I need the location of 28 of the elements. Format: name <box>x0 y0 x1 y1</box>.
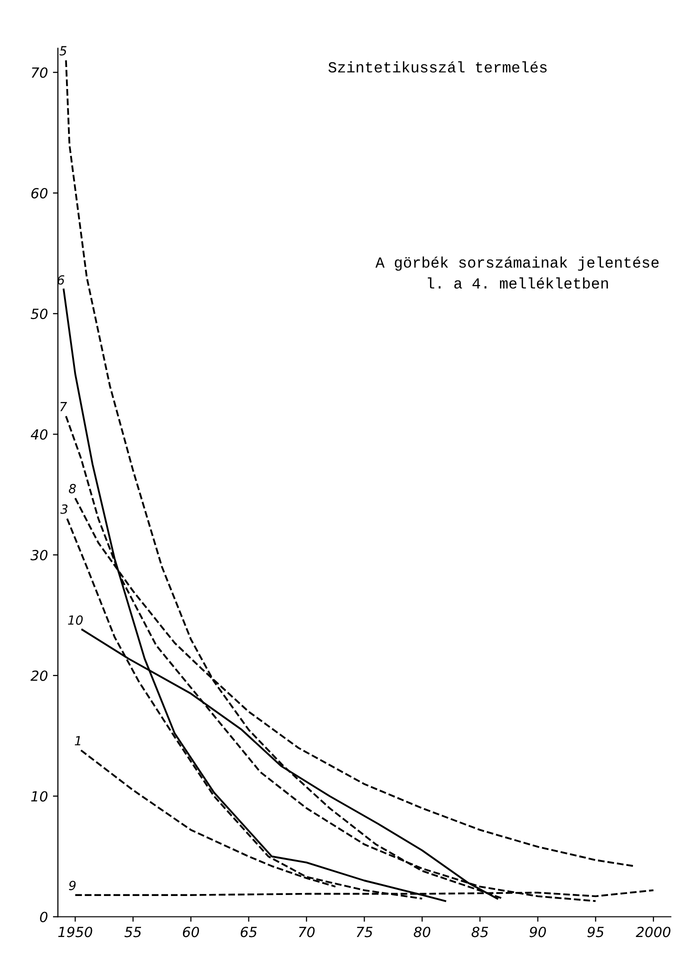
series-label: 7 <box>60 402 68 412</box>
x-tick-label: 85 <box>472 926 488 938</box>
series-label: 5 <box>59 46 66 56</box>
text: Szintetikusszál termelés <box>328 61 547 72</box>
y-tick-label: 50 <box>30 308 48 320</box>
x-tick-label: 75 <box>356 926 372 938</box>
y-tick-label: 40 <box>30 429 48 440</box>
series-label: 10 <box>68 615 83 625</box>
x-tick-label: 70 <box>298 926 315 938</box>
x-tick-label: 1950 <box>58 926 92 938</box>
x-tick-label: 95 <box>587 926 604 938</box>
x-tick-label: 90 <box>530 926 546 938</box>
x-tick-label: 65 <box>240 926 257 938</box>
y-tick-label: 20 <box>30 670 48 681</box>
series-label: 3 <box>60 504 68 514</box>
series-label: 9 <box>68 880 76 890</box>
x-tick-label: 55 <box>124 926 142 938</box>
x-tick-label: 80 <box>414 926 430 938</box>
y-tick-label: 10 <box>31 791 48 802</box>
y-tick-label: 30 <box>30 550 48 560</box>
x-tick-label: 2000 <box>636 926 670 938</box>
y-tick-label: 60 <box>31 188 48 198</box>
y-tick-label: 70 <box>32 67 48 78</box>
series-label: 8 <box>68 484 76 494</box>
x-tick-label: 60 <box>182 926 200 938</box>
text: A görbék sorszámainak jelentése l. a 4. mellékletben <box>375 256 659 289</box>
series-label: 1 <box>74 736 80 746</box>
y-tick-label: 0 <box>40 912 48 922</box>
